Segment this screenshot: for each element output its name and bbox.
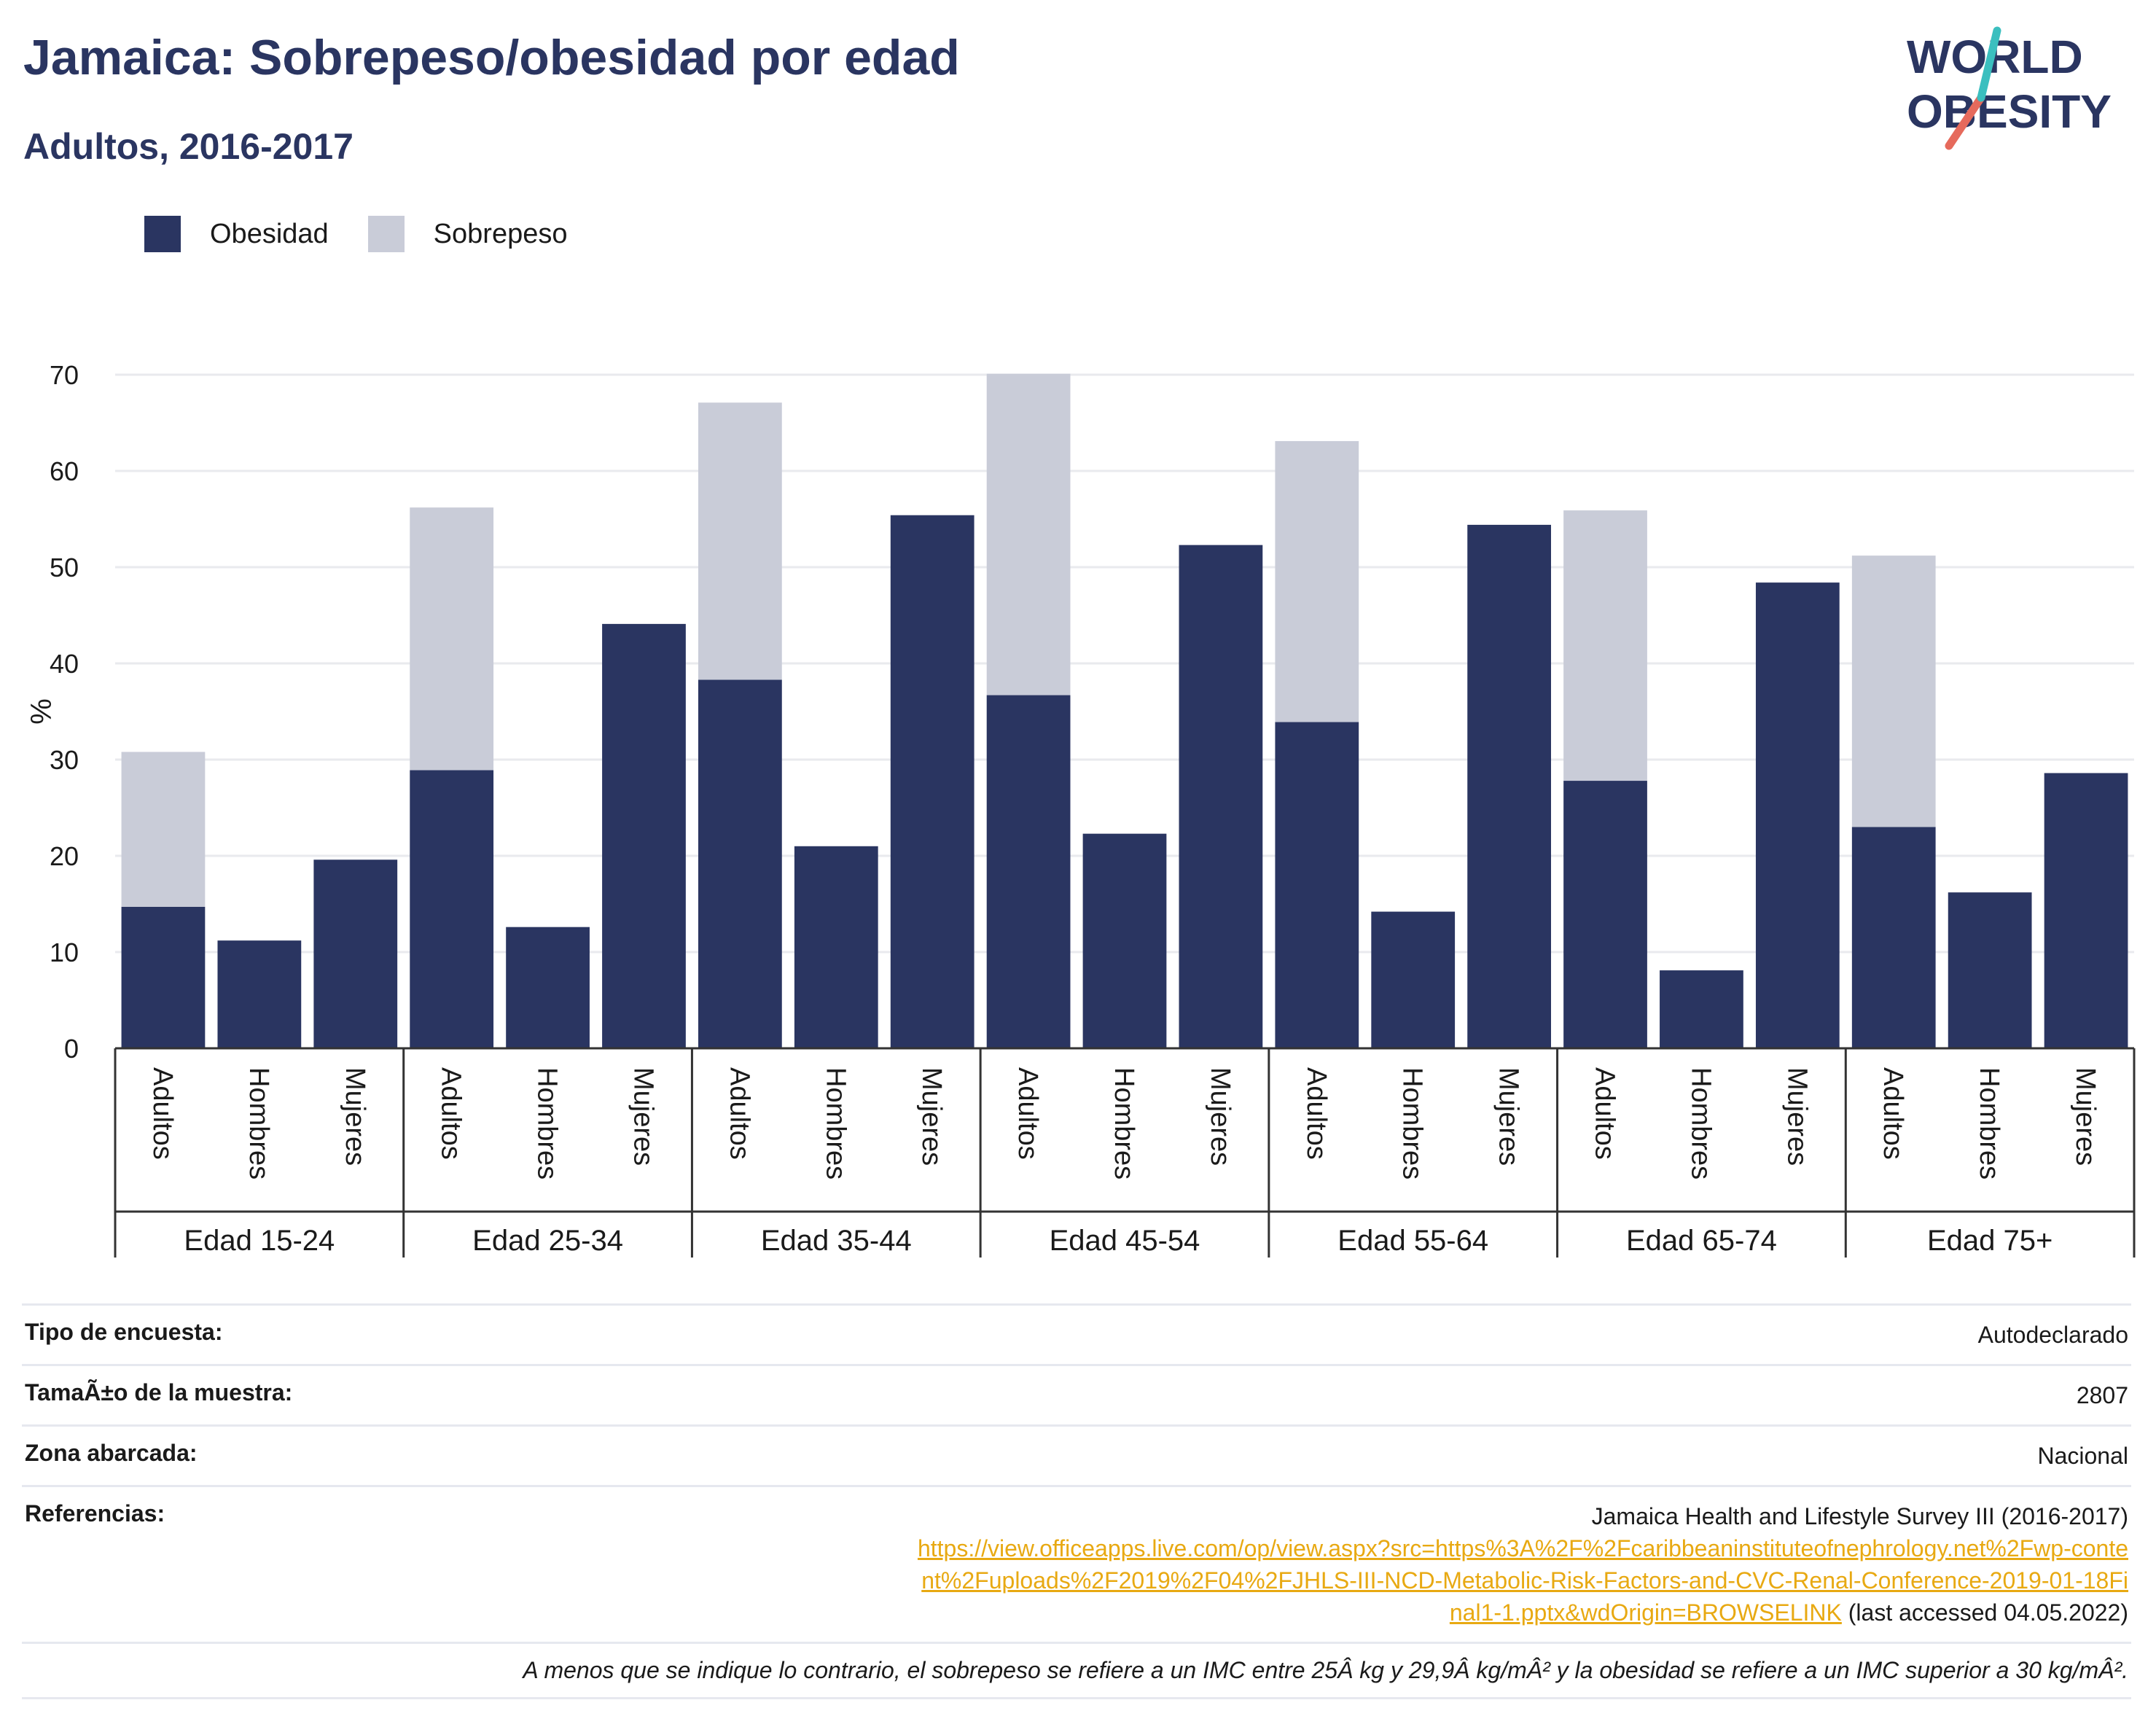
bar-obesidad-g0-c0 (121, 906, 206, 1048)
x-group-label: Edad 15-24 (184, 1225, 335, 1257)
x-category-label: Mujeres (628, 1067, 658, 1166)
logo-line2: OBESITY (1907, 85, 2112, 138)
bar-obesidad-g1-c1 (506, 927, 590, 1048)
x-category-label: Mujeres (1493, 1067, 1524, 1166)
y-tick-label: 20 (50, 841, 79, 871)
bar-obesidad-g0-c1 (217, 940, 302, 1048)
sample-size-label: TamaÃ±o de la muestra: (22, 1364, 296, 1426)
legend-item-obesidad: Obesidad (144, 216, 329, 252)
x-category-label: Hombres (532, 1067, 563, 1180)
survey-info-table: Tipo de encuesta: Autodeclarado TamaÃ±o … (22, 1303, 2131, 1699)
x-category-label: Adultos (724, 1067, 754, 1160)
info-row-sample-size: TamaÃ±o de la muestra: 2807 (22, 1364, 2131, 1426)
references-value: Jamaica Health and Lifestyle Survey III … (295, 1485, 2131, 1643)
bar-sobrepeso-g0-c0 (121, 752, 206, 907)
bar-obesidad-g6-c0 (1851, 827, 1936, 1048)
x-group-label: Edad 65-74 (1626, 1225, 1777, 1257)
bar-obesidad-g5-c1 (1660, 970, 1743, 1048)
x-category-label: Hombres (820, 1067, 851, 1180)
y-tick-label: 30 (50, 745, 79, 775)
y-axis-label: % (26, 698, 58, 725)
y-tick-label: 60 (50, 456, 79, 486)
bar-obesidad-g1-c2 (602, 623, 686, 1048)
page-subtitle: Adultos, 2016-2017 (23, 126, 354, 167)
bar-sobrepeso-g2-c0 (698, 402, 782, 680)
bar-sobrepeso-g3-c0 (986, 373, 1071, 695)
legend-item-sobrepeso: Sobrepeso (367, 216, 568, 252)
area-label: Zona abarcada: (22, 1424, 296, 1486)
bar-obesidad-g6-c2 (2044, 773, 2128, 1048)
info-row-area: Zona abarcada: Nacional (22, 1424, 2131, 1486)
bar-obesidad-g2-c2 (890, 515, 975, 1048)
page-title: Jamaica: Sobrepeso/obesidad por edad (23, 30, 960, 85)
survey-type-value: Autodeclarado (295, 1303, 2131, 1365)
info-row-survey-type: Tipo de encuesta: Autodeclarado (22, 1303, 2131, 1365)
footnote: A menos que se indique lo contrario, el … (22, 1642, 2131, 1699)
info-row-references: Referencias: Jamaica Health and Lifestyl… (22, 1485, 2131, 1643)
x-category-label: Mujeres (340, 1067, 370, 1166)
x-category-label: Adultos (1012, 1067, 1043, 1160)
y-tick-label: 0 (64, 1034, 79, 1064)
reference-link-wrap: https://view.officeapps.live.com/op/view… (298, 1532, 2128, 1629)
legend-label-obesidad: Obesidad (210, 218, 329, 249)
x-category-label: Hombres (1397, 1067, 1428, 1180)
logo-slash-teal (1977, 26, 2001, 102)
reference-link[interactable]: https://view.officeapps.live.com/op/view… (917, 1535, 2128, 1626)
area-value: Nacional (295, 1424, 2131, 1486)
stacked-bar-chart: 0 10 20 30 40 50 60 70% Adultos Hombres Mujeres Eda… (26, 360, 2136, 1258)
x-category-label: Hombres (1974, 1067, 2004, 1180)
x-category-label: Hombres (1109, 1067, 1139, 1180)
world-obesity-logo: WORLD OBESITY (1907, 26, 2112, 150)
x-category-label: Mujeres (916, 1067, 947, 1166)
x-category-label: Adultos (147, 1067, 178, 1160)
legend-swatch-sobrepeso (367, 216, 405, 252)
bar-sobrepeso-g1-c0 (410, 507, 494, 771)
bar-obesidad-g3-c2 (1179, 545, 1263, 1048)
x-category-label: Adultos (1878, 1067, 1908, 1160)
bar-obesidad-g3-c0 (986, 695, 1071, 1048)
reference-title: Jamaica Health and Lifestyle Survey III … (1591, 1503, 2128, 1529)
reference-accessed: (last accessed 04.05.2022) (1848, 1599, 2128, 1626)
x-group-label: Edad 35-44 (761, 1225, 912, 1257)
survey-type-label: Tipo de encuesta: (22, 1303, 296, 1365)
sample-size-value: 2807 (295, 1364, 2131, 1426)
x-category-label: Mujeres (2070, 1067, 2101, 1166)
y-tick-label: 50 (50, 553, 79, 582)
references-label: Referencias: (22, 1485, 296, 1643)
bar-obesidad-g2-c0 (698, 679, 782, 1048)
x-group-label: Edad 75+ (1927, 1225, 2053, 1257)
x-category-label: Adultos (1301, 1067, 1332, 1160)
x-group-label: Edad 45-54 (1050, 1225, 1200, 1257)
bar-obesidad-g3-c1 (1082, 833, 1167, 1048)
bar-sobrepeso-g5-c0 (1563, 510, 1647, 781)
x-group-label: Edad 55-64 (1337, 1225, 1488, 1257)
bar-obesidad-g4-c2 (1467, 524, 1551, 1048)
x-category-label: Adultos (1590, 1067, 1620, 1160)
x-category-label: Hombres (1685, 1067, 1716, 1180)
bar-obesidad-g5-c2 (1755, 582, 1840, 1048)
y-tick-label: 70 (50, 360, 79, 390)
bar-obesidad-g4-c1 (1371, 911, 1456, 1048)
chart-legend: Obesidad Sobrepeso (144, 216, 606, 252)
info-row-footnote: A menos que se indique lo contrario, el … (22, 1642, 2131, 1699)
bar-obesidad-g4-c0 (1275, 722, 1359, 1048)
logo-slash-red (1945, 93, 1985, 150)
y-tick-label: 10 (50, 937, 79, 967)
bar-obesidad-g6-c1 (1948, 892, 2032, 1048)
x-category-label: Mujeres (1781, 1067, 1812, 1166)
x-category-label: Adultos (436, 1067, 466, 1160)
bar-sobrepeso-g4-c0 (1275, 441, 1359, 722)
bar-sobrepeso-g6-c0 (1851, 555, 1936, 827)
y-tick-label: 40 (50, 649, 79, 679)
x-group-label: Edad 25-34 (472, 1225, 623, 1257)
x-category-label: Mujeres (1205, 1067, 1235, 1166)
legend-swatch-obesidad (144, 216, 181, 252)
bar-obesidad-g2-c1 (794, 846, 878, 1048)
bar-obesidad-g5-c0 (1563, 781, 1647, 1048)
bar-obesidad-g1-c0 (410, 770, 494, 1048)
bar-obesidad-g0-c2 (313, 859, 398, 1048)
x-category-label: Hombres (243, 1067, 274, 1180)
legend-label-sobrepeso: Sobrepeso (433, 218, 568, 249)
